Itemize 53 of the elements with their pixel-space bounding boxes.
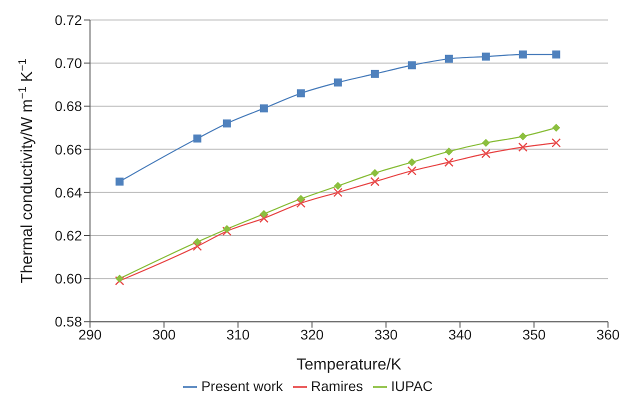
point (222, 119, 231, 128)
x-tick-label: 340 (448, 326, 472, 343)
point (296, 198, 306, 208)
point (408, 61, 416, 70)
x-axis-title: Temperature/K (296, 356, 402, 374)
point (444, 147, 453, 156)
legend-label: Present work (201, 378, 283, 394)
y-tick-label: 0.72 (54, 12, 82, 28)
point (334, 182, 342, 190)
point (114, 276, 124, 286)
y-tick-label: 0.62 (54, 227, 82, 244)
point (116, 274, 124, 283)
x-tick-label: 310 (226, 326, 250, 343)
point (296, 194, 305, 203)
point (552, 138, 561, 148)
x-tick-label: 360 (596, 326, 620, 343)
point (260, 210, 268, 218)
point (481, 148, 491, 158)
legend-label: IUPAC (391, 378, 433, 394)
point (193, 238, 202, 246)
point (296, 89, 305, 98)
y-tick-label: 0.60 (54, 270, 82, 287)
x-tick-label: 300 (152, 326, 176, 343)
point (518, 50, 527, 58)
legend-label: Ramires (310, 378, 364, 394)
y-tick-label: 0.70 (54, 55, 82, 72)
point (444, 158, 454, 167)
point (518, 142, 528, 152)
point (222, 225, 231, 234)
point (192, 242, 202, 251)
point (408, 158, 416, 166)
point (260, 104, 268, 112)
x-tick-label: 350 (522, 326, 546, 343)
point (334, 78, 342, 86)
point (407, 166, 417, 176)
point (333, 188, 343, 198)
point (482, 138, 490, 147)
point (370, 70, 379, 78)
point (552, 50, 560, 58)
point (518, 132, 527, 140)
y-tick-label: 0.68 (54, 98, 82, 114)
point (370, 176, 380, 186)
point (259, 214, 269, 223)
point (193, 134, 202, 143)
y-tick-label: 0.64 (54, 184, 82, 200)
point (370, 169, 379, 178)
point (552, 124, 560, 132)
point (444, 54, 453, 63)
point (116, 178, 124, 186)
x-tick-label: 330 (374, 326, 398, 343)
point (482, 52, 490, 61)
y-tick-label: 0.66 (54, 141, 82, 158)
x-tick-label: 320 (300, 326, 324, 343)
